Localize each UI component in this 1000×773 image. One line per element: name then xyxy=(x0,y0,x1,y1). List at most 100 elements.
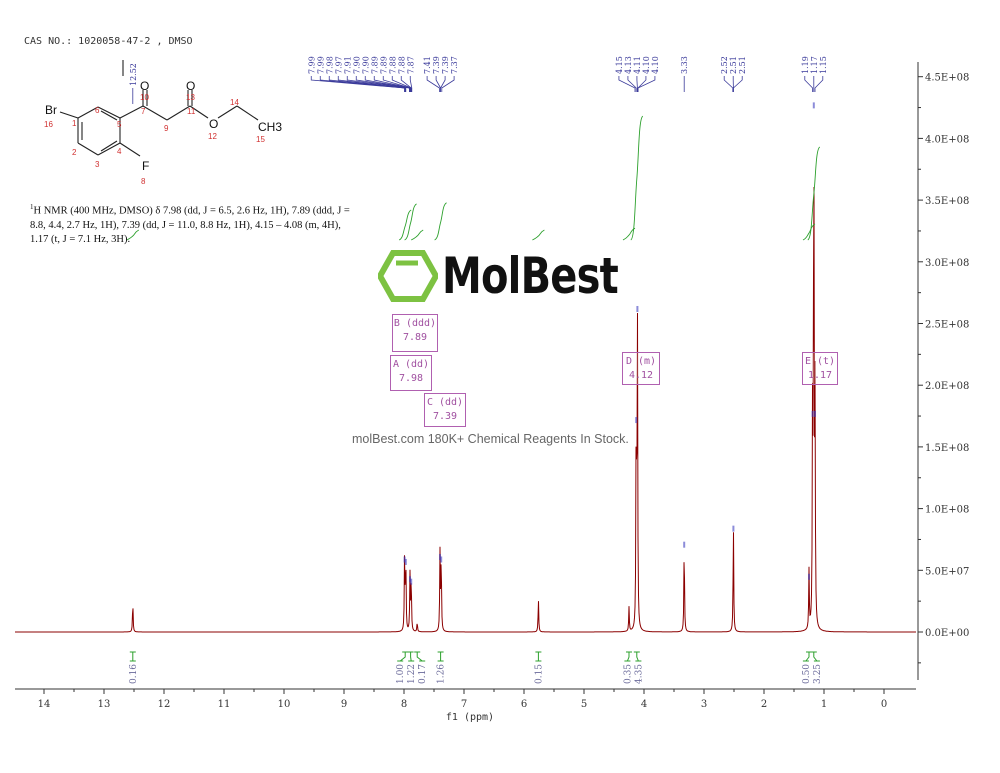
multiplet-shift: 7.89 xyxy=(402,332,428,343)
multiplet-shift: 7.98 xyxy=(398,373,424,384)
multiplet-label: E (t) xyxy=(804,356,836,367)
atom-number: 15 xyxy=(256,135,265,144)
integral-bracket xyxy=(437,651,444,662)
atom-number: 11 xyxy=(187,107,196,116)
bond xyxy=(77,142,99,156)
peak-shift-label: 2.51 xyxy=(729,56,738,74)
peak-label-connector xyxy=(804,76,813,92)
bond xyxy=(59,111,79,119)
peak-label-connector xyxy=(733,76,743,92)
integral-bracket xyxy=(624,651,632,662)
peak-tip-marker xyxy=(808,573,810,580)
multiplet-label: D (m) xyxy=(625,356,657,367)
peak-shift-label: 7.88 xyxy=(397,56,406,74)
atom-label: O xyxy=(209,117,218,131)
bond xyxy=(142,105,168,121)
multiplet-box: A (dd) 7.98 xyxy=(390,355,432,391)
peak-shift-label: 7.89 xyxy=(379,56,388,74)
peak-shift-label: 7.37 xyxy=(450,56,459,74)
x-tick-label: 8 xyxy=(401,699,407,710)
molbest-logo-icon xyxy=(378,250,438,302)
integral-bracket xyxy=(414,651,426,662)
atom-number: 10 xyxy=(140,93,149,102)
nmr-description-text: H NMR (400 MHz, DMSO) δ 7.98 (dd, J = 6.… xyxy=(30,205,350,245)
peak-shift-label: 2.51 xyxy=(738,56,747,74)
atom-number: 7 xyxy=(141,107,146,116)
integral-curve xyxy=(630,115,644,241)
peak-shift-label: 7.90 xyxy=(361,56,370,74)
integral-value-label: 4.35 xyxy=(634,664,644,684)
integral-curve xyxy=(398,209,412,241)
peak-tip-marker xyxy=(636,305,639,312)
peak-label-connector xyxy=(364,76,411,92)
bond xyxy=(119,105,144,119)
y-tick-label: 3.0E+08 xyxy=(925,258,969,269)
multiplet-box: E (t) 1.17 xyxy=(802,352,838,385)
isotope-superscript: 1 xyxy=(30,203,34,211)
x-tick-label: 10 xyxy=(278,699,291,710)
x-tick-label: 11 xyxy=(218,699,231,710)
atom-number: 4 xyxy=(117,147,122,156)
integral-value-label: 1.26 xyxy=(437,664,447,684)
peak-shift-label: 1.19 xyxy=(801,56,810,74)
integral-curve xyxy=(802,223,816,241)
multiplet-box: C (dd) 7.39 xyxy=(424,393,466,427)
integral-value-label: 1.00 xyxy=(396,664,406,684)
multiplet-shift: 7.39 xyxy=(432,411,458,422)
peak-tip-marker xyxy=(403,556,406,563)
y-tick-label: 0.0E+00 xyxy=(925,628,969,639)
peak-tip-marker xyxy=(410,578,413,585)
integral-value-label: 0.16 xyxy=(129,664,139,684)
atom-label: Br xyxy=(45,103,57,117)
peak-label-connector xyxy=(723,76,734,92)
x-tick-label: 5 xyxy=(581,699,587,710)
atom-label: CH3 xyxy=(258,120,282,134)
peak-shift-label: 1.17 xyxy=(810,56,819,74)
peak-tip-marker xyxy=(635,417,638,424)
peak-label-connector xyxy=(337,76,407,92)
watermark-logo-text: MolBest xyxy=(442,247,619,305)
peak-shift-label: 7.41 xyxy=(423,56,432,74)
integral-value-label: 0.50 xyxy=(802,664,812,684)
peak-shift-label: 7.90 xyxy=(352,56,361,74)
integral-curve xyxy=(404,203,417,241)
multiplet-box: D (m) 4.12 xyxy=(622,352,660,385)
peak-shift-label: 7.39 xyxy=(441,56,450,74)
integral-curve xyxy=(532,229,545,241)
integral-value-label: 0.15 xyxy=(534,664,544,684)
atom-label: F xyxy=(142,159,149,173)
peak-label-connector xyxy=(618,76,636,92)
integral-value-label: 0.17 xyxy=(418,664,428,684)
multiplet-shift: 4.12 xyxy=(628,370,654,381)
peak-shift-label: 7.99 xyxy=(307,56,316,74)
peak-tip-marker xyxy=(439,554,441,561)
peak-label-connector xyxy=(441,76,455,92)
atom-number: 5 xyxy=(117,120,122,129)
peak-shift-label: 12.52 xyxy=(129,63,138,86)
peak-tip-marker xyxy=(811,410,814,417)
peak-shift-label: 4.10 xyxy=(642,56,651,74)
peak-shift-label: 2.52 xyxy=(720,56,729,74)
peak-shift-label: 4.15 xyxy=(615,56,624,74)
chemical-structure xyxy=(59,60,259,157)
x-tick-label: 6 xyxy=(521,699,527,710)
peak-shift-label: 1.15 xyxy=(819,56,828,74)
bond xyxy=(189,105,209,119)
peak-label-connector xyxy=(382,76,411,92)
y-tick-label: 1.0E+08 xyxy=(925,505,969,516)
bond xyxy=(236,105,259,121)
peak-label-connector xyxy=(426,76,440,92)
multiplet-box: B (ddd) 7.89 xyxy=(392,314,438,352)
cas-number-header: CAS NO.: 1020058-47-2 , DMSO xyxy=(24,36,193,47)
atom-label: O xyxy=(186,79,195,93)
atom-number: 12 xyxy=(208,132,217,141)
integral-value-label: 3.25 xyxy=(813,664,823,684)
peak-label-connector xyxy=(637,76,656,92)
x-tick-label: 13 xyxy=(98,699,111,710)
bond xyxy=(77,106,99,119)
bond xyxy=(100,140,118,152)
integral-curve xyxy=(126,229,140,241)
peak-label-connector xyxy=(440,76,446,92)
peak-label-connector xyxy=(319,76,405,92)
atom-number: 13 xyxy=(186,93,195,102)
